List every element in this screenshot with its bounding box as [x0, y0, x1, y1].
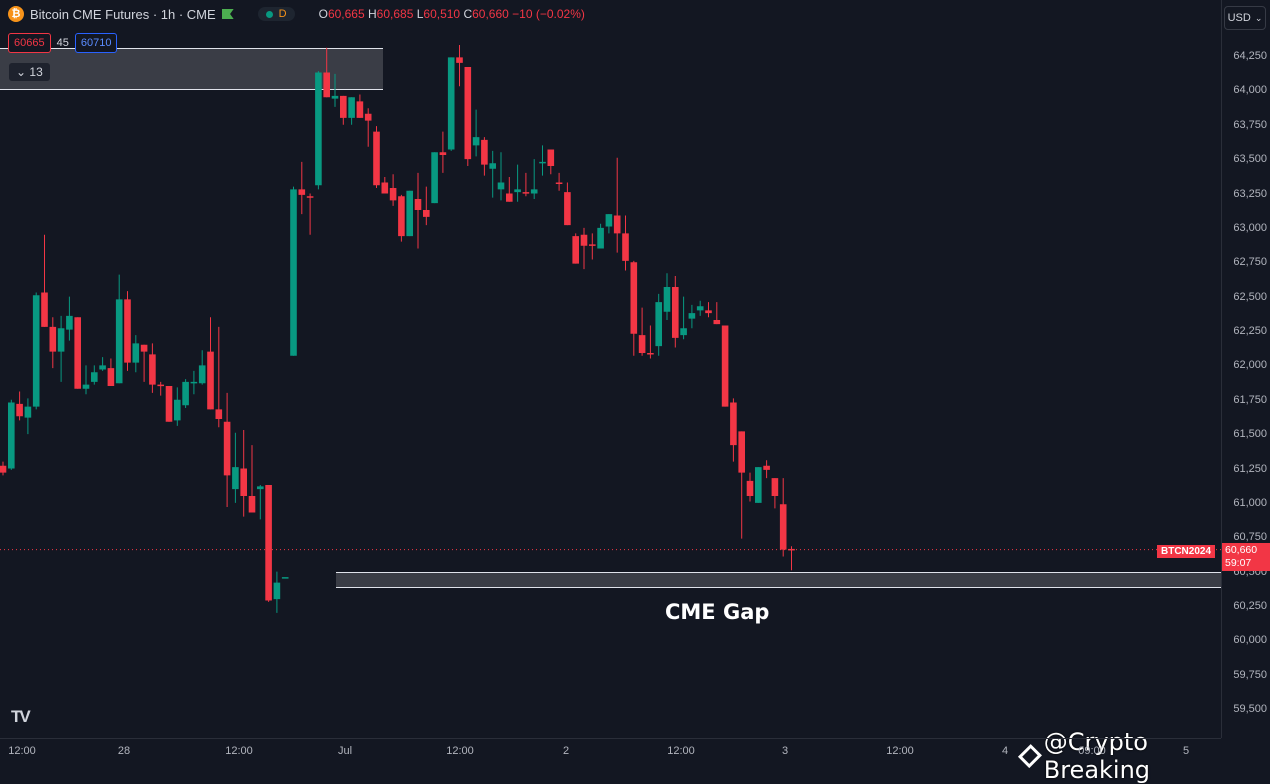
- upper-gap-rectangle[interactable]: [0, 47, 383, 91]
- price-tick: 63,750: [1233, 118, 1267, 131]
- time-tick: 09:00: [1078, 745, 1106, 757]
- buy-button[interactable]: 60710: [74, 33, 118, 53]
- bar-countdown: 59:07: [1225, 557, 1252, 569]
- price-tick: 61,000: [1233, 496, 1267, 509]
- open-value: 60,665: [327, 7, 365, 21]
- trade-panel: 60665 45 60710: [8, 33, 118, 53]
- time-tick: 12:00: [8, 745, 36, 757]
- currency-selector[interactable]: USD ⌄: [1224, 6, 1266, 30]
- market-open-dot-icon: [265, 10, 273, 18]
- price-tick: 63,500: [1233, 153, 1267, 166]
- last-price-value: 60,660: [1225, 544, 1258, 556]
- low-label: L: [416, 7, 424, 21]
- time-tick: 2: [562, 745, 570, 757]
- price-tick: 61,750: [1233, 393, 1267, 406]
- price-tick: 62,500: [1233, 290, 1267, 303]
- indicator-count: 13: [29, 65, 43, 79]
- delayed-badge: D: [278, 8, 287, 20]
- cme-gap-label: CME Gap: [665, 600, 770, 624]
- cme-gap-rectangle[interactable]: [336, 572, 1221, 589]
- tradingview-logo-icon[interactable]: TV: [11, 707, 31, 726]
- symbol-price-tag: BTCN2024: [1157, 545, 1216, 558]
- price-tick: 61,500: [1233, 428, 1267, 441]
- bitcoin-icon: ₿: [8, 6, 24, 22]
- time-tick: 12:00: [446, 745, 474, 757]
- high-value: 60,685: [376, 7, 414, 21]
- ohlc-values: O60,665 H60,685 L60,510 C60,660 −10 (−0.…: [319, 7, 585, 21]
- price-tick: 60,250: [1233, 600, 1267, 612]
- indicators-collapse-button[interactable]: ⌄ 13: [9, 63, 50, 81]
- price-tick: 62,000: [1233, 359, 1267, 372]
- price-tick: 64,000: [1233, 84, 1267, 97]
- open-label: O: [318, 7, 328, 21]
- price-tick: 63,250: [1233, 187, 1267, 200]
- market-status-pill[interactable]: D: [257, 7, 295, 21]
- close-label: C: [463, 7, 473, 21]
- price-tick: 62,250: [1233, 325, 1267, 337]
- time-tick: 12:00: [225, 745, 253, 757]
- price-tick: 60,750: [1233, 531, 1267, 544]
- currency-label: USD: [1227, 12, 1251, 24]
- time-tick: 12:00: [886, 745, 914, 757]
- spread-value: 45: [56, 37, 69, 49]
- price-tick: 62,750: [1233, 256, 1267, 269]
- low-value: 60,510: [423, 7, 461, 21]
- time-tick: 3: [781, 745, 789, 757]
- close-value: 60,660: [472, 7, 509, 21]
- chevron-down-icon: ⌄: [16, 65, 27, 79]
- price-tick: 59,750: [1233, 668, 1267, 681]
- price-tick: 63,000: [1233, 221, 1267, 234]
- price-tick: 60,000: [1233, 634, 1267, 647]
- symbol-title[interactable]: Bitcoin CME Futures · 1h · CME: [30, 6, 216, 22]
- time-tick: 4: [1001, 745, 1009, 757]
- time-tick: 28: [117, 745, 131, 757]
- green-flag-icon[interactable]: [221, 9, 234, 19]
- candlestick-series: [0, 45, 1221, 613]
- chart-legend: ₿ Bitcoin CME Futures · 1h · CME D O60,6…: [8, 6, 585, 22]
- price-axis[interactable]: 64,250 64,000 63,750 63,500 63,250 63,000 62,7…: [1221, 0, 1270, 738]
- price-tick: 59,500: [1233, 703, 1267, 716]
- high-label: H: [368, 7, 377, 21]
- time-tick: 12:00: [667, 745, 695, 757]
- change-value: −10 (−0.02%): [512, 7, 585, 21]
- chart-area[interactable]: CME Gap ₿ Bitcoin CME Futures · 1h · CME…: [0, 0, 1221, 784]
- sell-button[interactable]: 60665: [8, 33, 51, 53]
- last-price-label: 60,660 59:07: [1222, 543, 1270, 571]
- chevron-down-icon: ⌄: [1254, 12, 1263, 23]
- price-tick: 64,250: [1233, 50, 1267, 62]
- time-tick: 5: [1182, 745, 1190, 757]
- time-axis[interactable]: 12:00 28 12:00 Jul 12:00 2 12:00 3 12:00 4 09:00 5: [0, 738, 1221, 768]
- time-tick: Jul: [337, 745, 353, 757]
- price-tick: 61,250: [1233, 462, 1267, 475]
